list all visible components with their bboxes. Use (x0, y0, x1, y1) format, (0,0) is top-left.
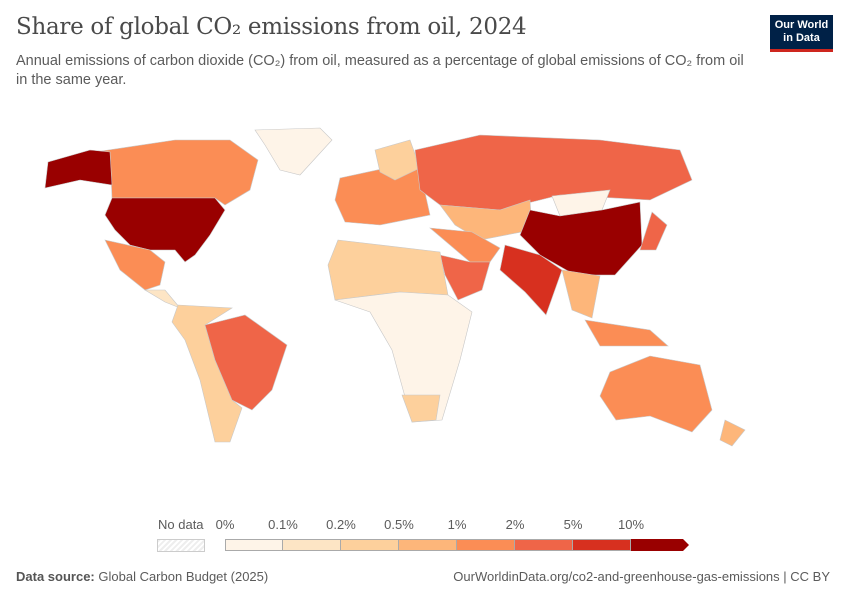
country-canada[interactable] (94, 139, 259, 206)
source-link[interactable]: Global Carbon Budget (2025) (98, 569, 269, 584)
legend-tick: 0.5% (384, 517, 414, 532)
country-europe[interactable] (334, 164, 431, 226)
world-map (44, 127, 746, 447)
country-indonesia[interactable] (584, 319, 669, 347)
legend-tick: 2% (505, 517, 525, 532)
no-data-label: No data (158, 517, 204, 532)
legend-bin[interactable] (399, 539, 457, 551)
country-southeast-asia[interactable] (561, 269, 601, 319)
country-india[interactable] (499, 244, 563, 316)
legend-bin[interactable] (283, 539, 341, 551)
legend-tick: 0.1% (268, 517, 298, 532)
footer-url[interactable]: OurWorldinData.org/co2-and-greenhouse-ga… (453, 569, 830, 584)
legend-tick: 1% (447, 517, 467, 532)
country-usa[interactable] (104, 197, 226, 263)
country-north-africa[interactable] (327, 239, 449, 301)
country-greenland[interactable] (254, 127, 333, 176)
legend-tick: 5% (563, 517, 583, 532)
country-japan[interactable] (639, 211, 668, 251)
logo-line1: Our World (774, 19, 829, 31)
legend-bin[interactable] (457, 539, 515, 551)
country-central-america[interactable] (143, 289, 181, 309)
country-scandinavia[interactable] (374, 139, 421, 181)
country-china[interactable] (519, 201, 643, 276)
legend-bin[interactable] (515, 539, 573, 551)
country-saudi-arabia[interactable] (439, 254, 491, 301)
source-label: Data source: (16, 569, 95, 584)
country-south-africa[interactable] (401, 394, 441, 423)
legend-bin[interactable] (631, 539, 689, 551)
logo-line2: in Data (783, 32, 820, 44)
legend-tick: 0% (215, 517, 235, 532)
legend-bin[interactable] (573, 539, 631, 551)
country-brazil[interactable] (204, 314, 288, 411)
data-source: Data source: Global Carbon Budget (2025) (16, 569, 268, 584)
country-russia[interactable] (414, 134, 693, 211)
country-middle-east[interactable] (429, 227, 501, 263)
legend-bin[interactable] (225, 539, 283, 551)
country-new-zealand[interactable] (719, 419, 746, 447)
no-data-swatch (157, 539, 205, 552)
country-south-america-west[interactable] (171, 304, 243, 443)
owid-logo[interactable]: Our World in Data (770, 15, 833, 52)
country-mexico[interactable] (104, 239, 166, 291)
legend-tick: 10% (617, 517, 645, 532)
chart-title: Share of global CO₂ emissions from oil, … (16, 14, 527, 40)
legend-tick: 0.2% (326, 517, 356, 532)
country-sub-saharan-africa[interactable] (334, 291, 473, 423)
country-australia[interactable] (599, 355, 713, 433)
legend-bin[interactable] (341, 539, 399, 551)
country-alaska[interactable] (44, 149, 113, 189)
chart-subtitle: Annual emissions of carbon dioxide (CO₂)… (16, 53, 744, 88)
